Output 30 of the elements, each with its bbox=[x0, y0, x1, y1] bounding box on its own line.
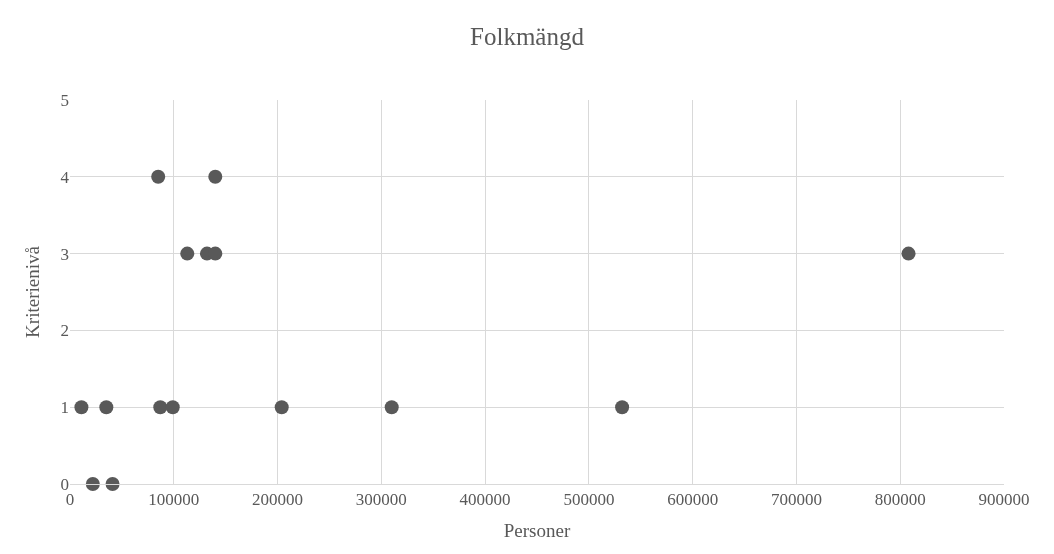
y-tick-label: 1 bbox=[60, 398, 69, 418]
point bbox=[901, 246, 916, 261]
point bbox=[208, 169, 223, 184]
y-tick-label: 2 bbox=[60, 321, 69, 341]
point bbox=[74, 400, 89, 415]
x-tick-label: 600000 bbox=[667, 490, 719, 510]
x-tick-label: 900000 bbox=[978, 490, 1030, 510]
x-tick-label: 300000 bbox=[355, 490, 407, 510]
point bbox=[151, 169, 166, 184]
x-tick-label: 200000 bbox=[252, 490, 304, 510]
point bbox=[153, 400, 168, 415]
y-tick-label: 0 bbox=[60, 474, 69, 494]
point bbox=[85, 477, 100, 491]
chart-title: Folkmängd bbox=[470, 23, 585, 51]
point bbox=[99, 400, 114, 415]
y-tick-label: 3 bbox=[60, 244, 69, 264]
y-axis-title: Kriterienivå bbox=[22, 245, 44, 338]
point bbox=[615, 400, 630, 415]
x-tick-label: 100000 bbox=[148, 490, 200, 510]
point bbox=[165, 400, 180, 415]
x-tick-label: 800000 bbox=[874, 490, 926, 510]
x-tick-label: 400000 bbox=[459, 490, 511, 510]
point bbox=[180, 246, 195, 261]
y-tick-label: 4 bbox=[60, 167, 70, 187]
point bbox=[384, 400, 399, 415]
x-tick-label: 700000 bbox=[770, 490, 822, 510]
x-axis-title: Personer bbox=[503, 520, 571, 542]
y-tick-label: 5 bbox=[60, 90, 69, 110]
point bbox=[274, 400, 289, 415]
x-tick-label: 500000 bbox=[563, 490, 615, 510]
